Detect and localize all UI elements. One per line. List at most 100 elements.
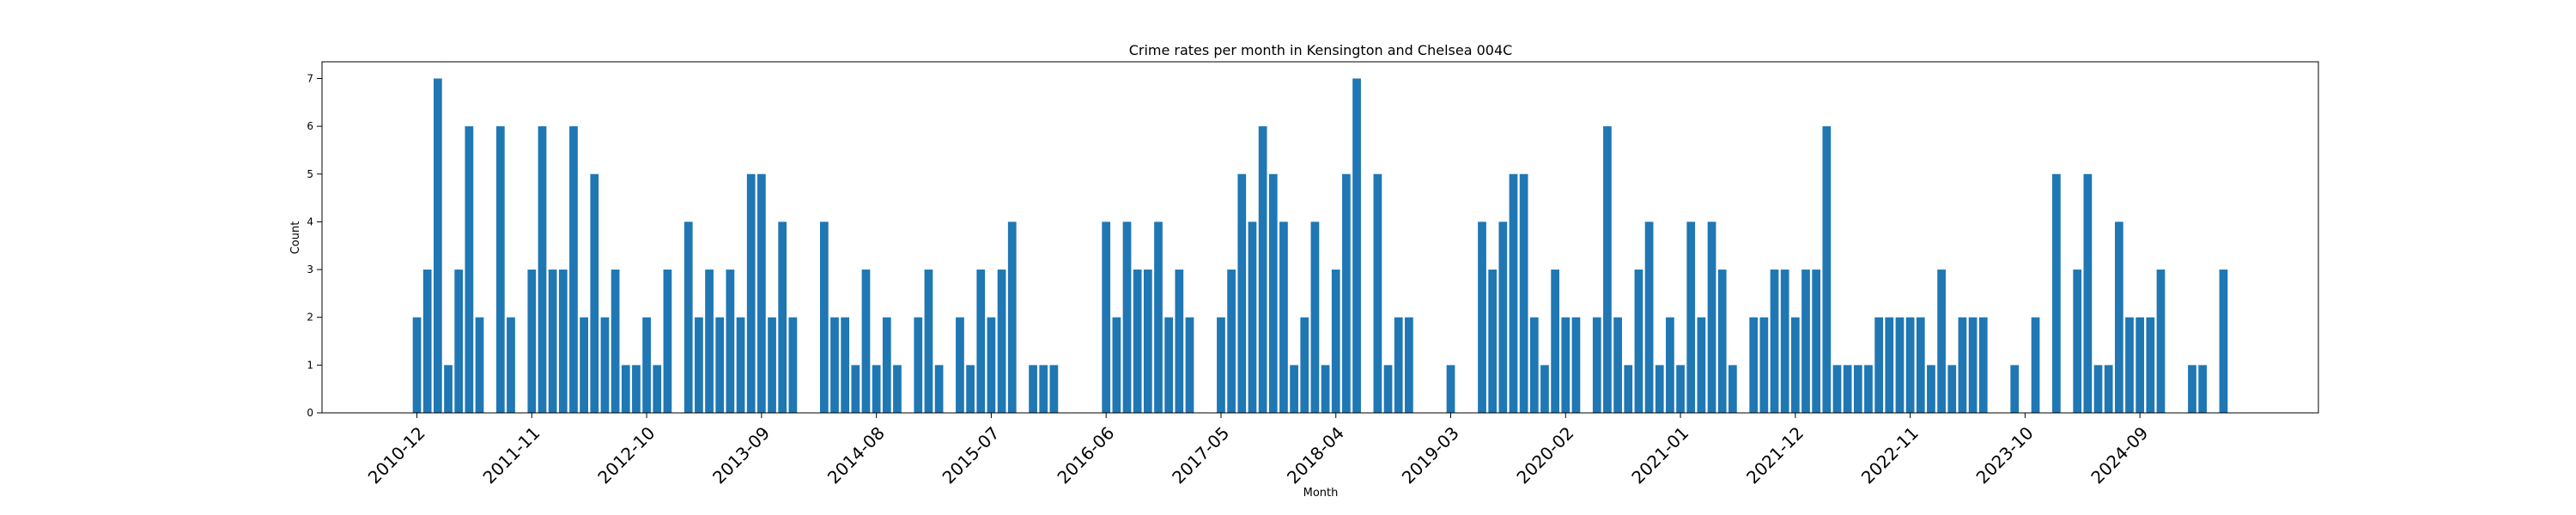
bar-2020-10 — [1644, 221, 1654, 413]
bar-2017-02 — [1185, 317, 1194, 413]
bar-2017-05 — [1217, 317, 1225, 413]
bar-2014-09 — [882, 317, 891, 413]
bar-2011-05 — [465, 126, 474, 413]
bar-2024-11 — [2156, 270, 2166, 413]
bar-2020-07 — [1613, 317, 1622, 413]
bar-2013-09 — [757, 173, 766, 413]
bar-2021-06 — [1728, 365, 1737, 413]
bar-2024-09 — [2136, 317, 2145, 413]
bar-2013-07 — [736, 317, 745, 413]
bar-2011-11 — [527, 270, 537, 413]
x-tick-label-2019-03: 2019-03 — [1398, 422, 1463, 488]
x-tick-label-2024-09: 2024-09 — [2087, 422, 2152, 488]
bar-2021-11 — [1780, 270, 1789, 413]
y-tick-label-1: 1 — [307, 359, 313, 371]
bar-2025-05 — [2219, 270, 2228, 413]
bar-2015-07 — [987, 317, 996, 413]
bar-2019-10 — [1519, 173, 1528, 413]
bar-2018-05 — [1342, 173, 1351, 413]
bar-2024-03 — [2073, 270, 2082, 413]
bar-2018-08 — [1373, 173, 1382, 413]
bar-2011-12 — [538, 126, 547, 413]
bar-2023-03 — [1947, 365, 1957, 413]
bar-2010-12 — [412, 317, 422, 413]
bar-2013-10 — [768, 317, 776, 413]
bar-2022-02 — [1812, 270, 1821, 413]
bar-2021-09 — [1759, 317, 1769, 413]
bar-2012-04 — [580, 317, 588, 413]
bar-2024-10 — [2146, 317, 2155, 413]
bar-2013-02 — [683, 221, 693, 413]
x-tick-label-2014-08: 2014-08 — [823, 422, 889, 488]
bar-2023-02 — [1937, 270, 1946, 413]
bar-2015-04 — [956, 317, 964, 413]
bar-2024-08 — [2125, 317, 2134, 413]
x-axis: 2010-12 2011-11 2012-10 2013-09 2014-08 2015-… — [364, 413, 2152, 488]
bar-2024-06 — [2104, 365, 2113, 413]
bar-2014-06 — [851, 365, 860, 413]
y-tick-label-7: 7 — [307, 72, 313, 84]
bar-2011-03 — [444, 365, 453, 413]
bar-2016-07 — [1112, 317, 1121, 413]
x-tick-label-2016-06: 2016-06 — [1053, 422, 1118, 488]
bar-2014-08 — [872, 365, 881, 413]
bar-2015-05 — [966, 365, 975, 413]
bar-2021-01 — [1676, 365, 1685, 413]
bar-2016-09 — [1133, 270, 1142, 413]
y-tick-label-0: 0 — [307, 407, 313, 419]
bar-2020-09 — [1634, 270, 1643, 413]
bar-2018-06 — [1352, 78, 1361, 413]
y-tick-label-3: 3 — [307, 264, 313, 276]
y-tick-label-6: 6 — [307, 120, 313, 132]
bar-2015-11 — [1029, 365, 1037, 413]
bar-2015-12 — [1039, 365, 1048, 413]
bar-2023-09 — [2010, 365, 2020, 413]
bar-2012-08 — [621, 365, 630, 413]
bar-2020-03 — [1571, 317, 1581, 413]
bar-2024-01 — [2052, 173, 2061, 413]
bar-2025-03 — [2198, 365, 2207, 413]
bar-2017-11 — [1279, 221, 1288, 413]
y-axis-label: Count — [289, 221, 302, 255]
bar-2021-12 — [1790, 317, 1800, 413]
bar-2012-10 — [642, 317, 651, 413]
x-tick-label-2021-01: 2021-01 — [1627, 422, 1692, 488]
bar-2014-07 — [861, 270, 871, 413]
bar-2022-04 — [1832, 365, 1842, 413]
bar-2016-10 — [1143, 270, 1152, 413]
bar-2022-03 — [1822, 126, 1832, 413]
bar-2019-06 — [1478, 221, 1486, 413]
bar-2014-10 — [893, 365, 902, 413]
bar-2021-02 — [1686, 221, 1696, 413]
y-tick-label-4: 4 — [307, 215, 313, 227]
bar-2014-04 — [830, 317, 839, 413]
bar-2013-08 — [746, 173, 756, 413]
bar-2017-09 — [1258, 126, 1267, 413]
bar-2016-12 — [1164, 317, 1174, 413]
bar-2011-08 — [495, 126, 505, 413]
bar-2017-12 — [1290, 365, 1298, 413]
bar-2019-08 — [1498, 221, 1508, 413]
bar-2012-02 — [558, 270, 568, 413]
bar-2017-07 — [1237, 173, 1247, 413]
bar-2018-09 — [1383, 365, 1393, 413]
bar-2016-01 — [1049, 365, 1059, 413]
x-tick-label-2023-10: 2023-10 — [1972, 422, 2038, 488]
bar-2011-06 — [475, 317, 484, 413]
bar-2012-12 — [663, 270, 672, 413]
bar-2019-12 — [1540, 365, 1549, 413]
bar-2020-11 — [1655, 365, 1664, 413]
x-tick-label-2020-02: 2020-02 — [1513, 422, 1578, 488]
bar-2011-09 — [507, 317, 515, 413]
bar-2017-06 — [1227, 270, 1236, 413]
bar-2022-11 — [1905, 317, 1915, 413]
bar-2012-01 — [548, 270, 557, 413]
bar-2022-09 — [1885, 317, 1894, 413]
bar-2019-03 — [1446, 365, 1455, 413]
bar-2019-07 — [1488, 270, 1498, 413]
x-tick-label-2015-07: 2015-07 — [939, 422, 1004, 488]
bar-2021-03 — [1697, 317, 1706, 413]
bar-2016-06 — [1102, 221, 1111, 413]
bar-2022-10 — [1895, 317, 1905, 413]
bar-2014-03 — [819, 221, 829, 413]
